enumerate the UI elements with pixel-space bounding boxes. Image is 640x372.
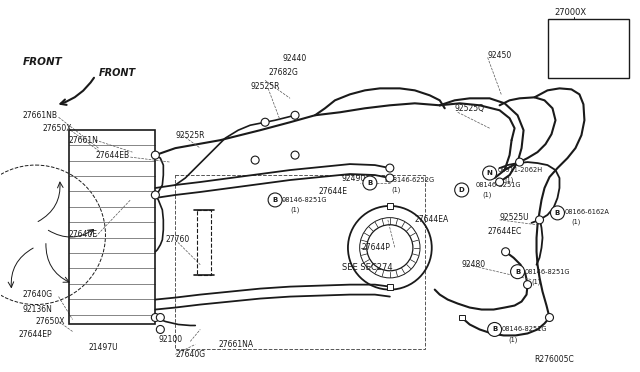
Text: R276005C: R276005C [534, 355, 574, 364]
Text: 92525R: 92525R [175, 131, 205, 140]
Text: 92440: 92440 [282, 54, 307, 63]
Circle shape [511, 265, 525, 279]
Text: 92480: 92480 [461, 260, 486, 269]
Text: 27644P: 27644P [362, 243, 391, 252]
Text: 92450: 92450 [488, 51, 512, 60]
Text: 08146-8251G: 08146-8251G [476, 182, 521, 188]
Text: 27644E: 27644E [318, 187, 347, 196]
Text: 27661NB: 27661NB [22, 111, 58, 120]
Text: (1): (1) [572, 219, 581, 225]
Text: 92525U: 92525U [500, 214, 529, 222]
Circle shape [152, 151, 159, 159]
Circle shape [156, 314, 164, 321]
Text: (1): (1) [504, 177, 514, 183]
Circle shape [152, 314, 159, 321]
Text: D: D [459, 187, 465, 193]
Circle shape [516, 158, 524, 166]
Text: B: B [515, 269, 520, 275]
Text: SEE SEC274: SEE SEC274 [342, 263, 392, 272]
Bar [387, 283, 393, 290]
Text: 92525R: 92525R [250, 82, 280, 91]
Text: B: B [555, 210, 560, 216]
Text: (1): (1) [392, 187, 401, 193]
Text: 27640G: 27640G [175, 350, 205, 359]
Circle shape [261, 118, 269, 126]
Circle shape [291, 111, 299, 119]
Text: FRONT: FRONT [99, 68, 136, 78]
Text: 92490: 92490 [342, 173, 366, 183]
Text: 08911-2062H: 08911-2062H [498, 167, 543, 173]
Circle shape [483, 166, 497, 180]
Text: 27661NA: 27661NA [218, 340, 253, 349]
Circle shape [291, 151, 299, 159]
Circle shape [386, 164, 394, 172]
Bar [459, 314, 465, 321]
Circle shape [363, 176, 377, 190]
Text: 27650X: 27650X [43, 124, 72, 133]
Text: 27644EA: 27644EA [415, 215, 449, 224]
Text: (1): (1) [509, 336, 518, 343]
Circle shape [536, 216, 543, 224]
Text: 27661N: 27661N [68, 136, 99, 145]
Text: 08146-8251G: 08146-8251G [525, 269, 570, 275]
Text: 27644EP: 27644EP [19, 330, 52, 339]
Text: 21497U: 21497U [88, 343, 118, 352]
Text: 27760: 27760 [165, 235, 189, 244]
Text: 27640E: 27640E [68, 230, 97, 239]
Text: (1): (1) [290, 207, 300, 213]
Bar [197, 210, 211, 275]
Text: 92136N: 92136N [22, 305, 52, 314]
Text: (1): (1) [483, 192, 492, 198]
Circle shape [152, 191, 159, 199]
Circle shape [550, 206, 564, 220]
Text: B: B [492, 327, 497, 333]
Bar [68, 130, 156, 324]
Text: 08166-6162A: 08166-6162A [564, 209, 609, 215]
Text: B08146-6252G: B08146-6252G [385, 177, 435, 183]
Text: N: N [486, 170, 493, 176]
Circle shape [386, 174, 394, 182]
Text: 27644EB: 27644EB [95, 151, 130, 160]
Circle shape [268, 193, 282, 207]
Text: 27640G: 27640G [22, 290, 52, 299]
Text: 27000X: 27000X [554, 8, 587, 17]
Text: B: B [273, 197, 278, 203]
Text: 08146-8251G: 08146-8251G [502, 327, 547, 333]
Circle shape [488, 323, 502, 336]
Text: (1): (1) [532, 278, 541, 285]
Text: 92100: 92100 [158, 335, 182, 344]
Text: 27644EC: 27644EC [488, 227, 522, 236]
Circle shape [502, 248, 509, 256]
Circle shape [524, 280, 532, 289]
Text: 92525Q: 92525Q [454, 104, 484, 113]
Bar [387, 203, 393, 209]
Bar [175, 175, 425, 349]
Circle shape [251, 156, 259, 164]
Circle shape [545, 314, 554, 321]
Text: 08146-8251G: 08146-8251G [282, 197, 328, 203]
Bar [547, 19, 629, 78]
Text: FRONT: FRONT [22, 57, 62, 67]
Circle shape [156, 326, 164, 333]
Circle shape [495, 178, 504, 186]
Circle shape [454, 183, 468, 197]
Text: 27650X: 27650X [36, 317, 65, 326]
Text: 27682G: 27682G [268, 68, 298, 77]
Text: B: B [367, 180, 372, 186]
